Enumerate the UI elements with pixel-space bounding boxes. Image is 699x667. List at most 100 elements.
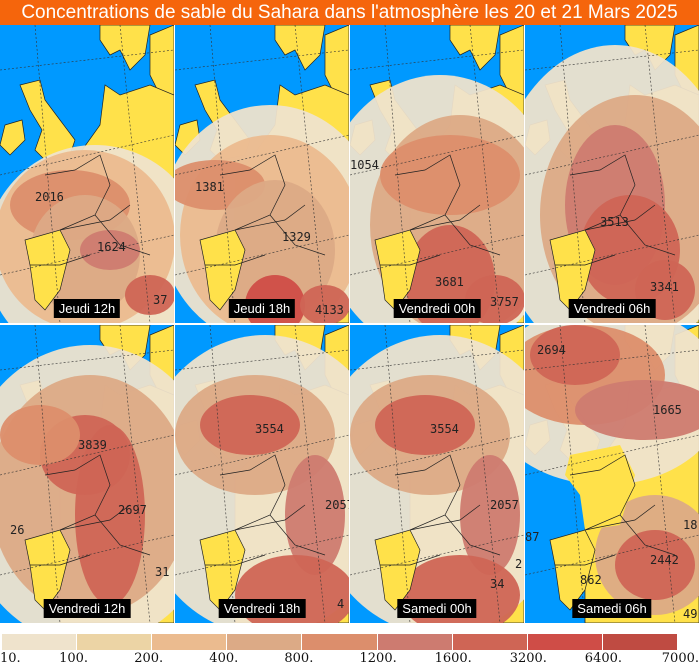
- country-borders: [205, 154, 326, 266]
- graticule: [0, 325, 174, 623]
- max-value-label: 3341: [650, 280, 679, 294]
- legend-tick: 6400.: [584, 651, 623, 666]
- graticule: [350, 25, 524, 323]
- max-value-label: 26: [10, 523, 25, 537]
- legend-tick: 7000.: [661, 651, 699, 666]
- map-panel: 1381 1329 4133 Jeudi 18h: [175, 25, 349, 323]
- dust-map: [0, 325, 174, 623]
- max-value-label: 37: [153, 293, 168, 307]
- time-label: Samedi 06h: [572, 599, 652, 618]
- legend-tick: 100.: [59, 651, 89, 666]
- graticule: [525, 325, 699, 623]
- max-value-label: 2697: [118, 503, 147, 517]
- max-value-label: 1054: [350, 158, 379, 172]
- map-panel: 3554 2057 2 34 Samedi 00h: [350, 325, 524, 623]
- map-panel: 3839 2697 26 31 Vendredi 12h: [0, 325, 174, 623]
- legend-tick-labels: 10. 100. 200. 400. 800. 1200. 1600. 3200. 6400. 7…: [0, 651, 699, 667]
- dust-area: [75, 425, 145, 605]
- max-value-label: 862: [580, 573, 602, 587]
- legend-swatch: [602, 634, 678, 650]
- dust-area: [285, 455, 345, 575]
- country-borders: [555, 454, 676, 566]
- land-britain: [0, 79, 76, 161]
- dust-map: [525, 325, 699, 623]
- graticule: [350, 325, 524, 623]
- legend-tick: 10.: [0, 651, 21, 666]
- legend-tick: 1200.: [359, 651, 397, 666]
- time-label: Jeudi 12h: [53, 299, 121, 318]
- dust-area: [200, 395, 300, 455]
- max-value-label: 4: [337, 597, 345, 611]
- dust-area: [615, 530, 695, 600]
- max-value-label: 3513: [600, 215, 629, 229]
- legend-swatch: [377, 634, 453, 650]
- dust-map: [350, 325, 524, 623]
- land-iberia: [199, 229, 246, 311]
- dust-area: [125, 275, 174, 315]
- legend-swatch: [527, 634, 603, 650]
- max-value-label: 3757: [490, 295, 519, 309]
- time-label: Jeudi 18h: [228, 299, 296, 318]
- max-value-label: 1329: [282, 230, 311, 244]
- legend-swatch: [2, 634, 78, 650]
- land-iberia: [24, 229, 71, 311]
- graticule: [175, 325, 349, 623]
- map-panel: 1054 3681 3757 Vendredi 00h: [350, 25, 524, 323]
- max-value-label: 3839: [78, 438, 107, 452]
- time-label: Vendredi 06h: [568, 299, 656, 318]
- legend-swatch: [77, 634, 153, 650]
- max-value-label: 34: [490, 577, 505, 591]
- page-title: Concentrations de sable du Sahara dans l…: [0, 0, 699, 25]
- max-value-label: 2: [515, 557, 523, 571]
- legend-swatch: [452, 634, 528, 650]
- max-value-label: 18: [683, 518, 698, 532]
- dust-map: [350, 25, 524, 323]
- max-value-label: 3554: [430, 422, 459, 436]
- max-value-label: 4133: [315, 303, 344, 317]
- graticule: [175, 25, 349, 323]
- country-borders: [555, 154, 676, 266]
- max-value-label: 2057: [325, 498, 349, 512]
- dust-area: [460, 455, 520, 575]
- max-value-label: 2694: [537, 343, 566, 357]
- legend-tick: 200.: [134, 651, 164, 666]
- time-label: Vendredi 12h: [43, 599, 131, 618]
- time-label: Vendredi 00h: [393, 299, 481, 318]
- dust-area: [530, 325, 620, 385]
- dust-area: [375, 395, 475, 455]
- max-value-label: 1624: [97, 240, 126, 254]
- dust-area: [300, 285, 349, 323]
- legend-tick: 3200.: [509, 651, 547, 666]
- country-borders: [380, 154, 501, 266]
- legend-swatch: [152, 634, 228, 650]
- country-borders: [380, 454, 501, 566]
- country-borders: [30, 154, 151, 266]
- max-value-label: 31: [155, 565, 170, 579]
- legend-tick: 1600.: [434, 651, 472, 666]
- max-value-label: 1665: [653, 403, 682, 417]
- dust-area: [380, 135, 520, 215]
- max-value-label: 3554: [255, 422, 284, 436]
- dust-area: [0, 405, 80, 465]
- map-panel: 3513 3341 Vendredi 06h: [525, 25, 699, 323]
- dust-map: [175, 25, 349, 323]
- map-grid: 2016 1624 37 Jeudi 12h 1381 1329 4133 Jeudi 18h…: [0, 25, 699, 625]
- dust-area: [215, 180, 335, 320]
- dust-map: [525, 25, 699, 323]
- dust-map: [175, 325, 349, 623]
- color-legend: [2, 634, 678, 650]
- max-value-label: 49: [683, 607, 698, 621]
- dust-area: [575, 380, 699, 440]
- map-panel: 2694 1665 18 2442 862 49 87 Samedi 06h: [525, 325, 699, 623]
- max-value-label: 3681: [435, 275, 464, 289]
- graticule: [525, 25, 699, 323]
- time-label: Samedi 00h: [397, 599, 477, 618]
- land-france: [565, 445, 635, 530]
- map-panel: 3554 2057 4 Vendredi 18h: [175, 325, 349, 623]
- max-value-label: 1381: [195, 180, 224, 194]
- country-borders: [205, 454, 326, 566]
- max-value-label: 2057: [490, 498, 519, 512]
- map-panel: 2016 1624 37 Jeudi 12h: [0, 25, 174, 323]
- max-value-label: 2016: [35, 190, 64, 204]
- legend-swatch: [227, 634, 303, 650]
